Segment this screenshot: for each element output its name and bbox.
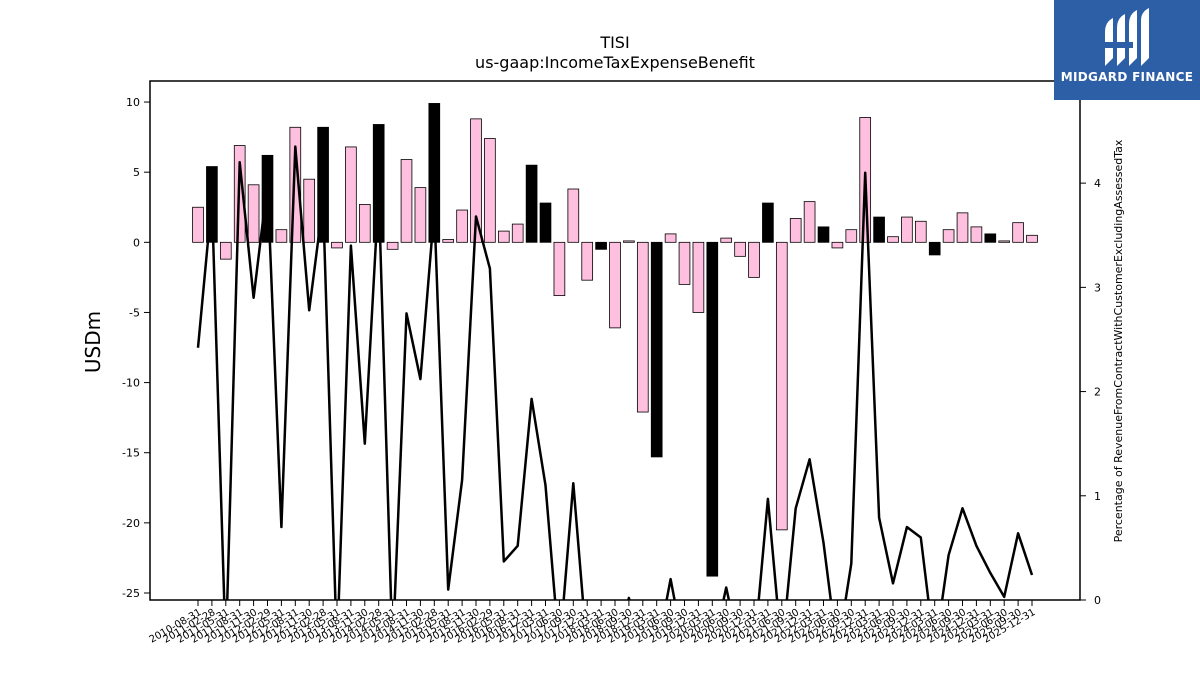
bar xyxy=(775,241,788,531)
bar xyxy=(331,241,343,249)
bar xyxy=(970,226,983,243)
chart-subtitle: us-gaap:IncomeTaxExpenseBenefit xyxy=(475,53,755,72)
y-tick-label: 10 xyxy=(126,96,140,109)
y2-tick-label: 3 xyxy=(1094,281,1101,294)
brand-name: MIDGARD FINANCE xyxy=(1060,70,1194,84)
bar xyxy=(887,236,899,243)
bar xyxy=(539,202,552,243)
bar xyxy=(372,124,385,243)
bar xyxy=(942,229,955,243)
bar xyxy=(692,241,705,313)
y-tick-label: -20 xyxy=(122,517,140,530)
bar xyxy=(720,237,733,243)
bar xyxy=(400,159,413,243)
y2-axis-label: Percentage of RevenueFromContractWithCus… xyxy=(1112,139,1125,542)
bar xyxy=(748,241,760,278)
bar xyxy=(484,138,496,243)
bar xyxy=(956,212,969,243)
bar xyxy=(928,241,941,256)
midgard-logo-icon xyxy=(1103,8,1149,66)
y-tick-label: -10 xyxy=(122,377,140,390)
bar xyxy=(303,178,316,243)
bar xyxy=(470,118,482,243)
bar xyxy=(192,206,204,243)
bar xyxy=(762,202,774,243)
bar xyxy=(497,230,510,243)
brand-logo: MIDGARD FINANCE xyxy=(1054,0,1200,100)
bar xyxy=(511,223,524,243)
bar xyxy=(636,241,649,413)
bar xyxy=(789,218,802,243)
bar xyxy=(734,241,746,257)
bar xyxy=(664,233,677,243)
bar xyxy=(581,241,594,281)
bar xyxy=(1012,222,1024,243)
y-tick-label: 0 xyxy=(133,236,140,249)
bar xyxy=(803,201,816,243)
bar xyxy=(984,233,997,243)
bar xyxy=(414,187,427,243)
bar xyxy=(1026,234,1038,243)
bar xyxy=(650,241,663,458)
bar xyxy=(219,241,232,260)
bar xyxy=(817,226,830,243)
y-tick-label: -5 xyxy=(129,306,140,319)
percentage-line xyxy=(196,145,1034,600)
bar xyxy=(553,241,566,297)
bar xyxy=(456,209,468,243)
bar xyxy=(845,229,858,243)
y2-tick-label: 2 xyxy=(1094,386,1101,399)
bar xyxy=(386,241,399,250)
plot-frame xyxy=(149,80,1081,601)
bar xyxy=(623,240,635,243)
bar xyxy=(442,239,455,243)
bar xyxy=(706,241,719,577)
bar xyxy=(914,220,927,243)
bar xyxy=(678,241,691,285)
bar xyxy=(998,240,1011,243)
y-tick-label: 5 xyxy=(133,166,140,179)
bar xyxy=(901,216,913,243)
bar xyxy=(609,241,621,329)
bar xyxy=(873,216,885,243)
y-axis-label: USDm xyxy=(81,311,105,373)
y-tick-label: -25 xyxy=(122,587,140,600)
bar xyxy=(595,241,607,250)
bar xyxy=(525,164,538,243)
bar xyxy=(289,126,302,243)
bar xyxy=(567,188,580,243)
y2-tick-label: 4 xyxy=(1094,177,1101,190)
y-tick-label: -15 xyxy=(122,447,140,460)
bar xyxy=(831,241,844,249)
bar xyxy=(247,184,260,243)
y2-tick-label: 1 xyxy=(1094,490,1101,503)
y2-tick-label: 0 xyxy=(1094,594,1101,607)
bar xyxy=(345,146,357,243)
bar xyxy=(275,229,288,243)
bar xyxy=(358,204,371,243)
chart-title: TISI xyxy=(599,33,629,52)
